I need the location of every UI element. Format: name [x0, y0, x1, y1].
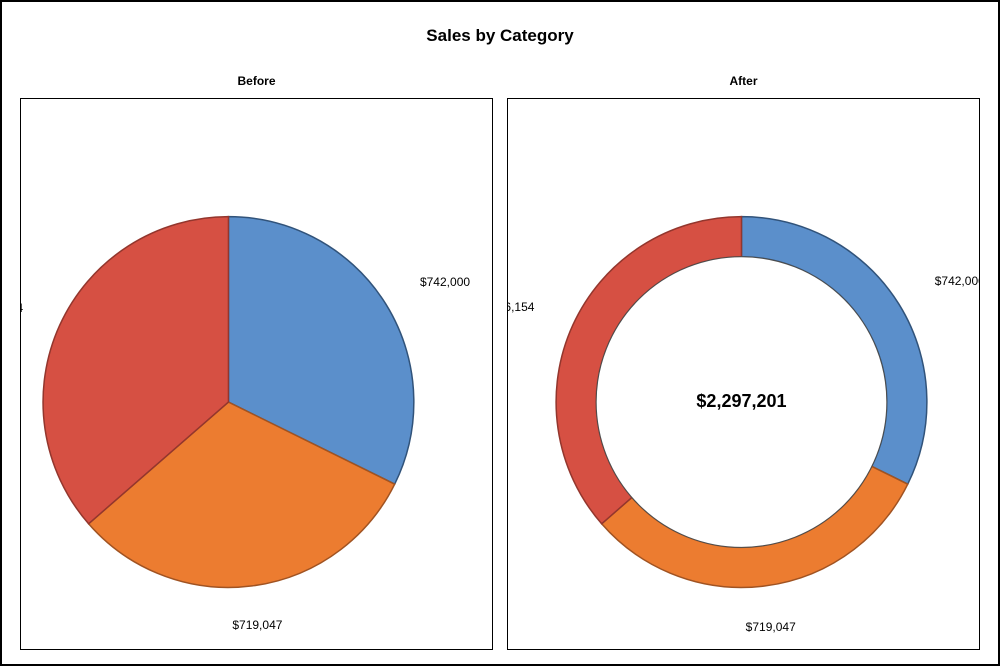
donut-center-total: $2,297,201: [696, 391, 786, 411]
slice-label-0: $742,000: [935, 274, 979, 288]
panel-before-title: Before: [20, 74, 493, 88]
pie-chart-before: $742,000 $719,047 $836,154: [21, 99, 492, 649]
panel-after-title: After: [507, 74, 980, 88]
panel-before-box: $742,000 $719,047 $836,154: [20, 98, 493, 650]
slice-label-2: $836,154: [21, 301, 24, 315]
panel-after-box: $742,000 $719,047 $836,154 $2,297,201: [507, 98, 980, 650]
slice-label-2: $836,154: [508, 300, 535, 314]
panel-before: Before $742,000 $719,047 $836,154: [20, 74, 493, 650]
panel-after: After $742,000 $719,047 $836,154 $2,297,201: [507, 74, 980, 650]
slice-label-1: $719,047: [232, 618, 282, 632]
main-title: Sales by Category: [20, 26, 980, 46]
slice-label-0: $742,000: [420, 275, 470, 289]
panels-row: Before $742,000 $719,047 $836,154 After $7…: [20, 74, 980, 650]
donut-chart-after: $742,000 $719,047 $836,154 $2,297,201: [508, 99, 979, 649]
slice-label-1: $719,047: [746, 620, 796, 634]
chart-frame: Sales by Category Before $742,000 $719,04…: [0, 0, 1000, 666]
